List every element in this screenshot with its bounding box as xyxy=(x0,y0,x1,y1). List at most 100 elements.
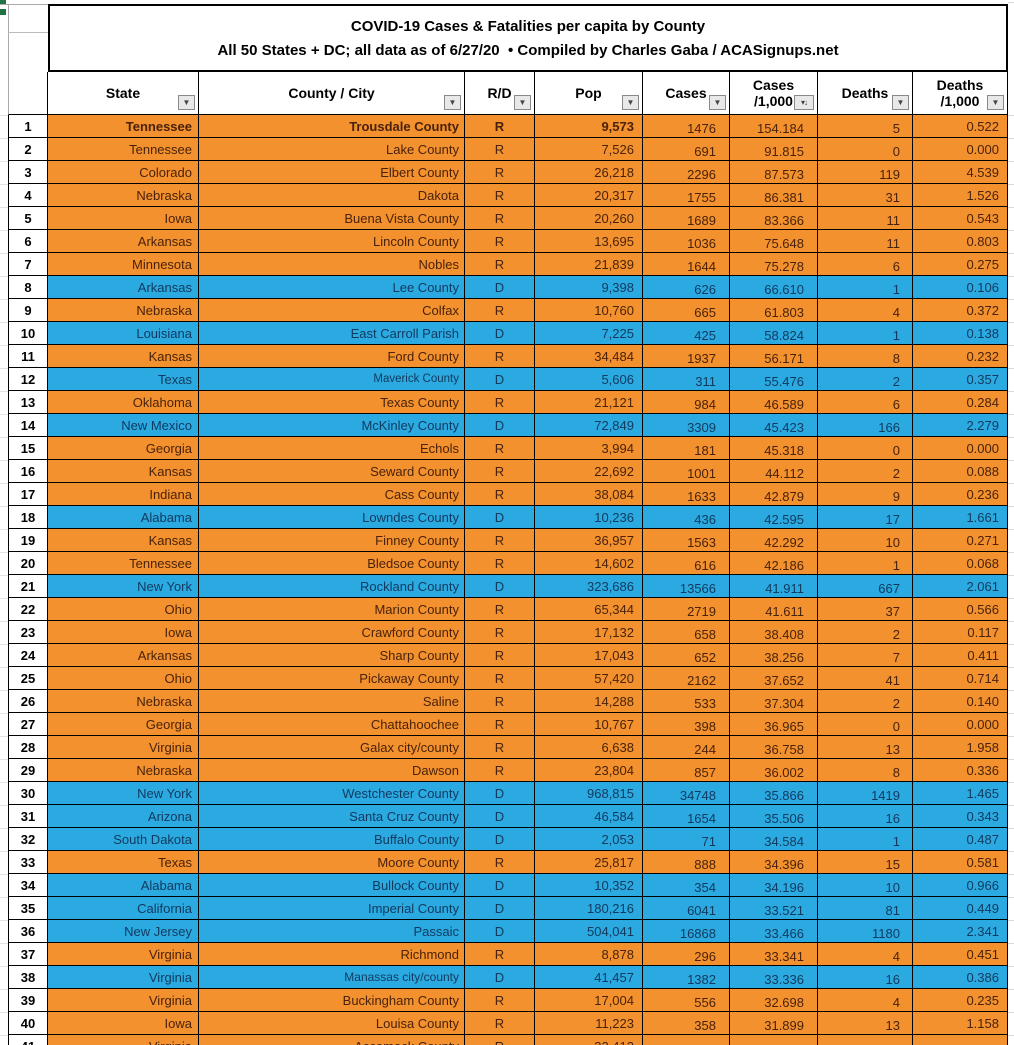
cell-deaths-per-1000[interactable]: 1.526 xyxy=(913,184,1008,207)
cell-cases[interactable]: 1476 xyxy=(643,115,730,138)
filter-button-county[interactable]: ▼ xyxy=(444,95,461,110)
cell-deaths-per-1000[interactable]: 2.279 xyxy=(913,414,1008,437)
filter-button-deaths-per-1000[interactable]: ▼ xyxy=(987,95,1004,110)
cell-cases[interactable]: 398 xyxy=(643,713,730,736)
cell-deaths[interactable]: 667 xyxy=(818,575,913,598)
cell-deaths-per-1000[interactable]: 0.068 xyxy=(913,552,1008,575)
cell-cases-per-1000[interactable]: 35.506 xyxy=(730,805,818,828)
cell-rd[interactable]: R xyxy=(465,253,535,276)
cell-cases[interactable]: 888 xyxy=(643,851,730,874)
cell-county[interactable]: Finney County xyxy=(199,529,465,552)
cell-state[interactable]: Georgia xyxy=(48,437,199,460)
cell-cases[interactable]: 1654 xyxy=(643,805,730,828)
cell-cases-per-1000[interactable]: 36.758 xyxy=(730,736,818,759)
cell-deaths[interactable]: 8 xyxy=(818,345,913,368)
cell-cases-per-1000[interactable]: 38.256 xyxy=(730,644,818,667)
row-number[interactable]: 30 xyxy=(8,782,48,805)
cell-deaths[interactable]: 9 xyxy=(818,483,913,506)
cell-cases[interactable]: 16868 xyxy=(643,920,730,943)
cell-cases-per-1000[interactable]: 35.866 xyxy=(730,782,818,805)
cell-deaths[interactable]: 2 xyxy=(818,460,913,483)
row-number[interactable]: 9 xyxy=(8,299,48,322)
cell-rd[interactable]: R xyxy=(465,943,535,966)
cell-county[interactable]: Chattahoochee xyxy=(199,713,465,736)
cell-county[interactable]: Colfax xyxy=(199,299,465,322)
cell-deaths-per-1000[interactable]: 0.543 xyxy=(913,207,1008,230)
cell-county[interactable]: Nobles xyxy=(199,253,465,276)
cell-state[interactable]: Kansas xyxy=(48,345,199,368)
cell-rd[interactable]: R xyxy=(465,138,535,161)
cell-deaths-per-1000[interactable]: 0.336 xyxy=(913,759,1008,782)
cell-deaths[interactable]: 4 xyxy=(818,989,913,1012)
cell-state[interactable]: Kansas xyxy=(48,529,199,552)
cell-state[interactable]: Indiana xyxy=(48,483,199,506)
cell-rd[interactable]: D xyxy=(465,506,535,529)
cell-deaths-per-1000[interactable]: 1.661 xyxy=(913,506,1008,529)
cell-rd[interactable]: R xyxy=(465,989,535,1012)
cell-cases-per-1000[interactable]: 56.171 xyxy=(730,345,818,368)
cell-county[interactable]: Santa Cruz County xyxy=(199,805,465,828)
cell-cases[interactable]: 626 xyxy=(643,276,730,299)
cell-county[interactable]: Lincoln County xyxy=(199,230,465,253)
cell-cases[interactable]: 2719 xyxy=(643,598,730,621)
cell-deaths[interactable]: 119 xyxy=(818,161,913,184)
cell-cases-per-1000[interactable]: 34.584 xyxy=(730,828,818,851)
cell-deaths[interactable]: 1 xyxy=(818,552,913,575)
cell-cases[interactable]: 691 xyxy=(643,138,730,161)
cell-rd[interactable]: R xyxy=(465,552,535,575)
row-number[interactable]: 36 xyxy=(8,920,48,943)
cell-cases-per-1000[interactable]: 66.610 xyxy=(730,276,818,299)
cell-pop[interactable]: 5,606 xyxy=(535,368,643,391)
cell-county[interactable]: Louisa County xyxy=(199,1012,465,1035)
cell-rd[interactable]: R xyxy=(465,230,535,253)
cell-pop[interactable]: 323,686 xyxy=(535,575,643,598)
cell-deaths[interactable]: 11 xyxy=(818,230,913,253)
cell-state[interactable]: Arkansas xyxy=(48,276,199,299)
cell-county[interactable]: Accomack County xyxy=(199,1035,465,1045)
cell-pop[interactable]: 38,084 xyxy=(535,483,643,506)
cell-state[interactable]: Tennessee xyxy=(48,138,199,161)
cell-deaths-per-1000[interactable]: 0.372 xyxy=(913,299,1008,322)
cell-pop[interactable]: 13,695 xyxy=(535,230,643,253)
row-number[interactable]: 13 xyxy=(8,391,48,414)
cell-cases-per-1000[interactable]: 31.899 xyxy=(730,1012,818,1035)
cell-deaths[interactable]: 5 xyxy=(818,115,913,138)
cell-county[interactable]: Moore County xyxy=(199,851,465,874)
cell-deaths[interactable]: 41 xyxy=(818,667,913,690)
cell-county[interactable]: East Carroll Parish xyxy=(199,322,465,345)
cell-cases[interactable]: 665 xyxy=(643,299,730,322)
cell-cases[interactable]: 1382 xyxy=(643,966,730,989)
cell-cases-per-1000[interactable]: 34.196 xyxy=(730,874,818,897)
cell-deaths[interactable]: 1 xyxy=(818,276,913,299)
cell-rd[interactable]: D xyxy=(465,966,535,989)
cell-deaths-per-1000[interactable]: 0.284 xyxy=(913,391,1008,414)
cell-county[interactable]: Dawson xyxy=(199,759,465,782)
cell-state[interactable]: New Jersey xyxy=(48,920,199,943)
cell-pop[interactable]: 26,218 xyxy=(535,161,643,184)
row-number[interactable]: 38 xyxy=(8,966,48,989)
cell-cases-per-1000[interactable]: 33.466 xyxy=(730,920,818,943)
cell-pop[interactable]: 17,132 xyxy=(535,621,643,644)
cell-cases[interactable]: 652 xyxy=(643,644,730,667)
column-header-cases-per-1000[interactable]: Cases /1,000 ▾↓ xyxy=(730,72,818,115)
cell-cases-per-1000[interactable]: 45.423 xyxy=(730,414,818,437)
cell-cases[interactable]: 658 xyxy=(643,621,730,644)
cell-cases-per-1000[interactable]: 42.595 xyxy=(730,506,818,529)
cell-deaths-per-1000[interactable]: 4.539 xyxy=(913,161,1008,184)
cell-county[interactable]: Bledsoe County xyxy=(199,552,465,575)
cell-state[interactable]: Texas xyxy=(48,851,199,874)
cell-county[interactable]: Seward County xyxy=(199,460,465,483)
cell-deaths-per-1000[interactable]: 0.966 xyxy=(913,874,1008,897)
cell-county[interactable]: Ford County xyxy=(199,345,465,368)
cell-cases[interactable]: 533 xyxy=(643,690,730,713)
cell-rd[interactable]: R xyxy=(465,483,535,506)
cell-deaths[interactable]: 16 xyxy=(818,805,913,828)
cell-pop[interactable]: 41,457 xyxy=(535,966,643,989)
cell-pop[interactable]: 504,041 xyxy=(535,920,643,943)
cell-pop[interactable]: 9,573 xyxy=(535,115,643,138)
cell-state[interactable]: Colorado xyxy=(48,161,199,184)
cell-rd[interactable]: R xyxy=(465,184,535,207)
cell-cases-per-1000[interactable]: 75.278 xyxy=(730,253,818,276)
cell-state[interactable]: Iowa xyxy=(48,621,199,644)
cell-county[interactable]: Manassas city/county xyxy=(199,966,465,989)
